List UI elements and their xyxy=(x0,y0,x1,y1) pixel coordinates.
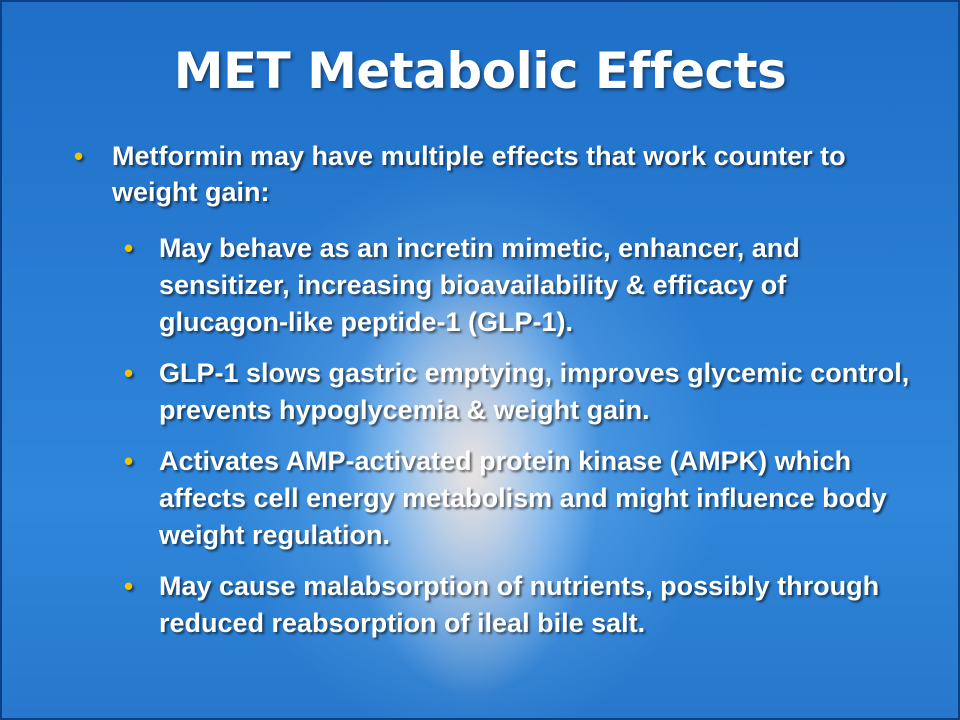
bullet-icon: • xyxy=(124,358,134,388)
sub-bullet-text: GLP-1 slows gastric emptying, improves g… xyxy=(159,358,910,425)
sub-bullet-text: May behave as an incretin mimetic, enhan… xyxy=(159,233,800,337)
sub-bullet-1: • May behave as an incretin mimetic, enh… xyxy=(124,230,918,341)
sub-bullet-4: • May cause malabsorption of nutrients, … xyxy=(124,568,918,642)
slide-content: • Metformin may have multiple effects th… xyxy=(74,138,918,656)
bullet-icon: • xyxy=(74,141,84,171)
main-bullet: • Metformin may have multiple effects th… xyxy=(74,138,918,210)
bullet-icon: • xyxy=(124,446,134,476)
bullet-icon: • xyxy=(124,571,134,601)
sub-bullet-text: May cause malabsorption of nutrients, po… xyxy=(159,571,880,638)
sub-bullet-3: • Activates AMP-activated protein kinase… xyxy=(124,443,918,554)
background-figure-image xyxy=(392,302,552,718)
slide-title: MET Metabolic Effects xyxy=(173,42,787,100)
bullet-icon: • xyxy=(124,233,134,263)
main-bullet-text: Metformin may have multiple effects that… xyxy=(112,141,846,207)
sub-bullet-text: Activates AMP-activated protein kinase (… xyxy=(159,446,887,550)
sub-bullet-2: • GLP-1 slows gastric emptying, improves… xyxy=(124,355,918,429)
